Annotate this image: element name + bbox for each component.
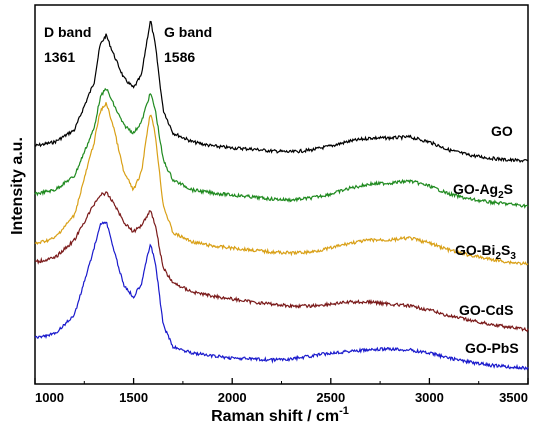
x-tick-label-3500: 3500 [499,390,528,405]
series-line-go-ag2s [34,87,529,209]
d-band-annotation: D band 1361 [44,24,91,65]
x-tick-label-3000: 3000 [415,390,444,405]
series-line-go [35,20,529,164]
x-tick-label-1000: 1000 [35,390,64,405]
x-axis-title: Raman shift / cm-1 [211,405,349,425]
series-layer: GO GO-Ag2S GO-Bi2S3 GO-CdS GO-PbS [34,20,529,371]
series-line-go-bi2s3 [34,102,529,266]
g-band-value: 1586 [164,49,195,65]
series-label-go: GO [491,123,513,139]
x-axis-title-sup: -1 [339,405,349,417]
d-band-title: D band [44,24,91,40]
y-axis-title: Intensity a.u. [9,137,26,235]
series-label-go-pbs: GO-PbS [465,340,519,356]
x-tick-label-2000: 2000 [218,390,247,405]
x-tick-label-2500: 2500 [316,390,345,405]
series-label-go-bi2s3: GO-Bi2S3 [455,242,516,262]
x-axis-title-text: Raman shift / cm [211,408,339,425]
g-band-title: G band [164,24,212,40]
series-label-go-ag2s: GO-Ag2S [453,181,513,201]
g-band-annotation: G band 1586 [164,24,212,65]
series-line-go-cds [34,191,529,333]
x-tick-label-1500: 1500 [119,390,148,405]
d-band-value: 1361 [44,49,75,65]
x-axis: 1000 1500 2000 2500 3000 3500 [34,378,529,405]
series-label-go-cds: GO-CdS [459,302,513,318]
series-line-go-pbs [34,221,529,371]
